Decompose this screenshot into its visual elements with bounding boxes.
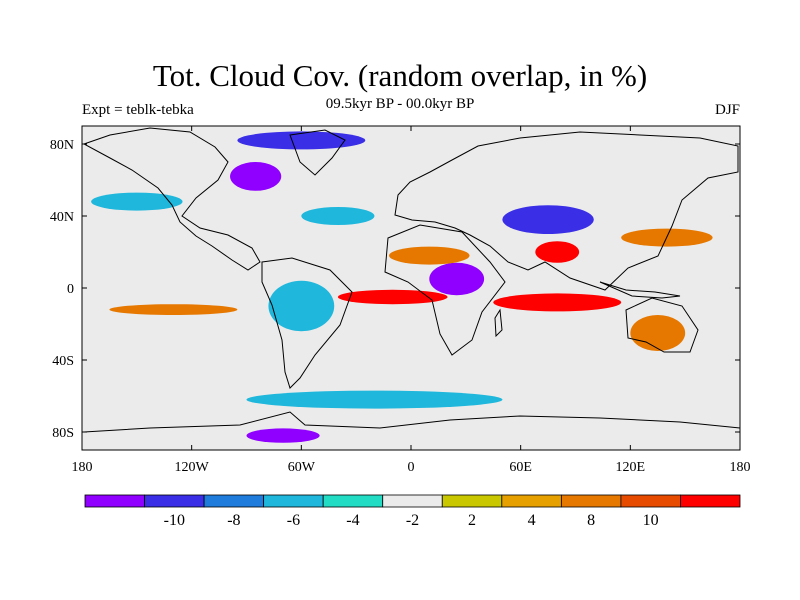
colorbar-label: 8: [587, 512, 595, 529]
anomaly-north-pacific-decrease: [91, 192, 183, 211]
south-america-coast: [261, 257, 353, 389]
colorbar-swatch: [680, 494, 741, 508]
x-tick-label: 120E: [616, 460, 646, 475]
anomaly-amazon-decrease: [268, 280, 335, 332]
anomaly-southern-ocean-decrease: [246, 390, 503, 409]
season-label: DJF: [714, 102, 740, 118]
experiment-label: Expt = teblk-tebka: [82, 102, 194, 118]
colorbar-swatch: [203, 494, 265, 508]
madagascar-coast: [494, 308, 503, 338]
greenland-coast: [289, 129, 346, 176]
y-tick-label: 80S: [52, 426, 74, 441]
colorbar-swatch: [322, 494, 384, 508]
colorbar-label: 2: [468, 512, 476, 529]
x-tick-label: 180: [730, 460, 751, 475]
colorbar-label: -2: [406, 512, 419, 529]
anomaly-arctic-decrease: [237, 131, 366, 150]
x-tick-label: 180: [72, 460, 93, 475]
anomaly-antarctic-decrease: [246, 428, 320, 443]
anomaly-central-asia-decrease: [502, 205, 594, 235]
indonesia-coast: [599, 281, 681, 299]
anomaly-atlantic-decrease: [301, 207, 375, 225]
anomaly-india-increase: [535, 241, 580, 263]
anomaly-central-africa-decrease: [429, 262, 485, 296]
colorbar-swatch: [501, 494, 562, 508]
colorbar-label: -4: [346, 512, 359, 529]
anomaly-itcz-atlantic-increase: [337, 289, 448, 305]
colorbar-label: 10: [643, 512, 659, 529]
x-tick-label: 60W: [288, 460, 316, 475]
axis-ticks: 180 120W 60W 0 60E 120E 180 80N 40N 0 40S 80S: [50, 126, 751, 475]
colorbar-swatch: [560, 494, 622, 508]
colorbar-swatch: [84, 494, 145, 508]
coastlines: [82, 127, 740, 433]
colorbar-swatch: [263, 494, 324, 508]
colorbar: -10 -8 -6 -4 -2 2 4 8 10: [84, 494, 741, 529]
colorbar-swatch: [382, 494, 443, 508]
anomaly-indian-ocean-increase: [493, 293, 622, 312]
y-tick-label: 0: [67, 282, 74, 297]
y-tick-label: 40S: [52, 354, 74, 369]
anomaly-layer: [91, 131, 713, 443]
anomaly-east-pacific-increase: [109, 304, 238, 315]
anomaly-north-africa-increase: [389, 246, 470, 265]
australia-coast: [625, 297, 699, 353]
north-america-coast: [82, 127, 261, 271]
colorbar-label: -10: [164, 512, 185, 529]
y-tick-label: 80N: [50, 138, 74, 153]
plot-title: Tot. Cloud Cov. (random overlap, in %): [152, 58, 648, 93]
antarctica-coast: [83, 411, 740, 433]
colorbar-swatch: [144, 494, 205, 508]
x-tick-label: 60E: [509, 460, 532, 475]
africa-coast: [384, 224, 506, 356]
plot-subtitle: 09.5kyr BP - 00.0kyr BP: [325, 96, 475, 112]
x-tick-label: 120W: [175, 460, 210, 475]
eurasia-coast: [394, 131, 739, 291]
colorbar-swatch: [620, 494, 681, 508]
colorbar-swatch: [441, 494, 503, 508]
anomaly-australia-increase: [630, 315, 686, 351]
colorbar-label: 4: [528, 512, 536, 529]
x-tick-label: 0: [408, 460, 415, 475]
colorbar-label: -8: [227, 512, 240, 529]
anomaly-hudson-bay-decrease: [230, 162, 282, 191]
colorbar-label: -6: [287, 512, 300, 529]
y-tick-label: 40N: [50, 210, 74, 225]
